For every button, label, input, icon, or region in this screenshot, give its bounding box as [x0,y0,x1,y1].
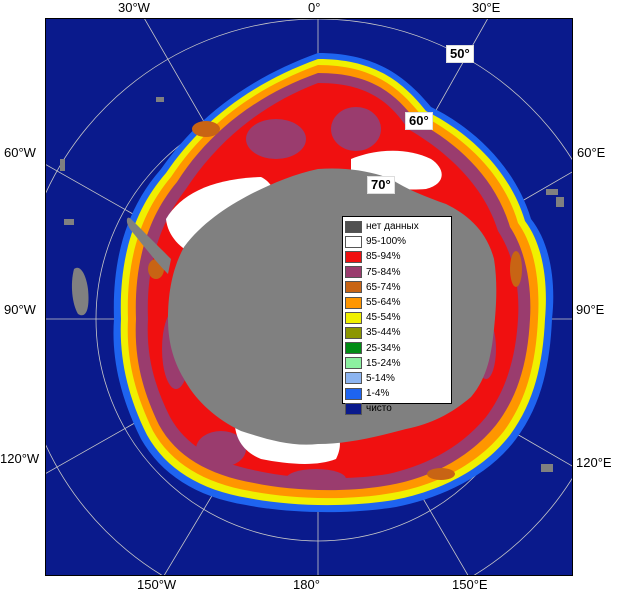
legend-item: 35-44% [345,325,451,340]
legend-label: 1-4% [366,388,390,400]
lat-label-50: 50° [446,45,474,63]
ice-patches-65-74 [148,121,522,480]
legend-item: 85-94% [345,249,451,264]
legend-swatch [345,266,362,279]
legend-item: 25-34% [345,341,451,356]
legend-label: 35-44% [366,327,401,339]
legend-swatch [345,235,362,248]
legend-swatch [345,311,362,324]
lon-label-60w-left: 60°W [4,145,36,160]
lon-label-150w-bottom: 150°W [137,577,177,592]
legend-item: нет данных [345,219,451,234]
south-america-tip [71,267,89,316]
legend-item: 95-100% [345,234,451,249]
legend-label: 45-54% [366,312,401,324]
lon-label-0-top: 0° [308,0,321,15]
legend-item: 45-54% [345,310,451,325]
legend-swatch [345,357,362,370]
lat-label-60: 60° [405,112,433,130]
legend-swatch [345,281,362,294]
lon-label-120w-left: 120°W [0,451,40,466]
legend-item: 65-74% [345,280,451,295]
legend-label: нет данных [366,221,419,233]
legend-label: 25-34% [366,342,401,354]
legend-label: 55-64% [366,297,401,309]
legend-swatch [345,296,362,309]
sea-ice-concentration-map [46,19,572,575]
legend-swatch [345,220,362,233]
antarctic-peninsula [126,217,171,274]
legend-swatch [345,342,362,355]
legend-label: 85-94% [366,251,401,263]
lon-label-180-bottom: 180° [293,577,320,592]
legend-label: 5-14% [366,372,395,384]
legend-swatch [345,372,362,385]
lon-label-30e-top: 30°E [472,0,501,15]
legend: нет данных 95-100% 85-94% 75-84% 65-74% 55-64… [342,216,452,415]
lon-label-30w-top: 30°W [118,0,150,15]
lon-label-90w-left: 90°W [4,302,36,317]
legend-label: 75-84% [366,266,401,278]
legend-swatch [345,402,362,415]
lon-label-90e-right: 90°E [576,302,605,317]
legend-item: 1-4% [345,386,451,401]
legend-item: чисто [345,401,451,416]
legend-item: 15-24% [345,356,451,371]
legend-swatch [345,250,362,263]
lon-label-150e-bottom: 150°E [452,577,488,592]
legend-item: 75-84% [345,265,451,280]
legend-item: 55-64% [345,295,451,310]
legend-swatch [345,387,362,400]
lon-label-60e-right: 60°E [577,145,606,160]
legend-label: чисто [366,403,392,415]
legend-label: 15-24% [366,357,401,369]
legend-swatch [345,326,362,339]
lat-label-70: 70° [367,176,395,194]
map-frame: 50° 60° 70° [45,18,573,576]
lon-label-120e-right: 120°E [576,455,612,470]
legend-item: 5-14% [345,371,451,386]
legend-label: 65-74% [366,281,401,293]
no-data-patches [60,97,564,472]
legend-label: 95-100% [366,236,407,248]
